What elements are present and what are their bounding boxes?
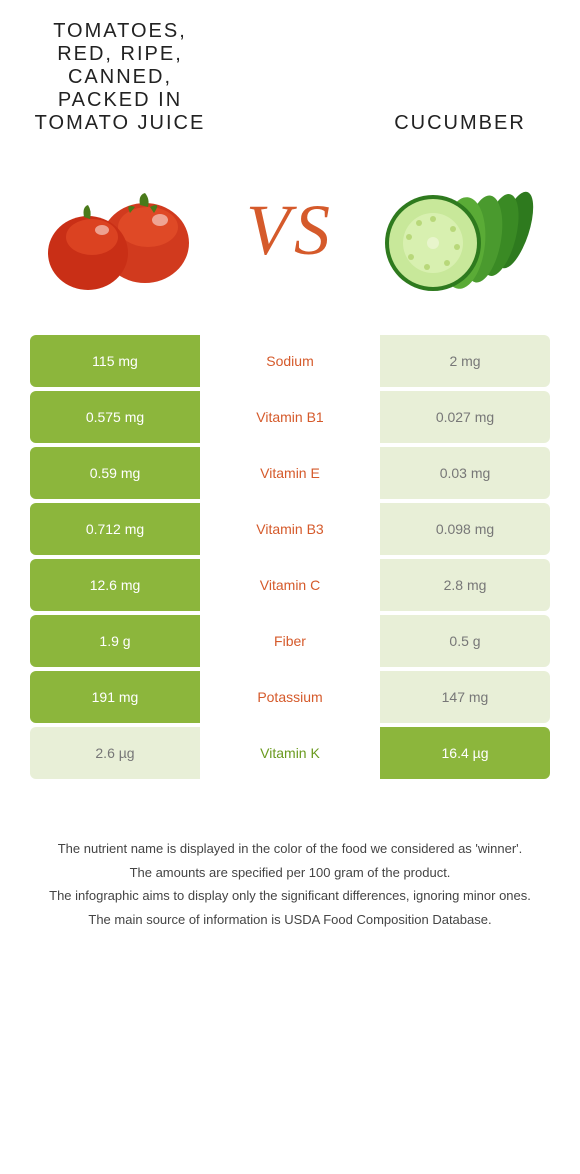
nutrient-name-cell: Fiber [204, 615, 376, 667]
nutrient-row: 1.9 gFiber0.5 g [30, 615, 550, 667]
nutrient-name-cell: Potassium [204, 671, 376, 723]
right-value-cell: 0.5 g [380, 615, 550, 667]
left-value-cell: 1.9 g [30, 615, 200, 667]
nutrient-name-cell: Vitamin K [204, 727, 376, 779]
left-value-cell: 2.6 µg [30, 727, 200, 779]
right-value-cell: 0.098 mg [380, 503, 550, 555]
nutrient-name-cell: Vitamin E [204, 447, 376, 499]
right-value-cell: 147 mg [380, 671, 550, 723]
nutrient-row: 2.6 µgVitamin K16.4 µg [30, 727, 550, 779]
nutrient-row: 0.712 mgVitamin B30.098 mg [30, 503, 550, 555]
footnote-line: The main source of information is USDA F… [30, 910, 550, 930]
right-value-cell: 0.027 mg [380, 391, 550, 443]
tomato-image [30, 165, 205, 295]
vs-label: VS [246, 189, 334, 272]
nutrient-table: 115 mgSodium2 mg0.575 mgVitamin B10.027 … [30, 335, 550, 779]
left-value-cell: 0.575 mg [30, 391, 200, 443]
nutrient-row: 115 mgSodium2 mg [30, 335, 550, 387]
cucumber-image [375, 165, 550, 295]
nutrient-row: 12.6 mgVitamin C2.8 mg [30, 559, 550, 611]
infographic-wrap: TOMATOES, RED, RIPE, CANNED, PACKED IN T… [0, 0, 580, 963]
nutrient-row: 191 mgPotassium147 mg [30, 671, 550, 723]
images-row: VS [30, 165, 550, 295]
left-value-cell: 0.59 mg [30, 447, 200, 499]
nutrient-row: 0.59 mgVitamin E0.03 mg [30, 447, 550, 499]
right-value-cell: 2 mg [380, 335, 550, 387]
left-value-cell: 191 mg [30, 671, 200, 723]
footnotes: The nutrient name is displayed in the co… [30, 839, 550, 929]
left-value-cell: 12.6 mg [30, 559, 200, 611]
left-food-title: TOMATOES, RED, RIPE, CANNED, PACKED IN T… [30, 20, 210, 135]
left-value-cell: 0.712 mg [30, 503, 200, 555]
nutrient-name-cell: Sodium [204, 335, 376, 387]
nutrient-name-cell: Vitamin B3 [204, 503, 376, 555]
right-food-title: CUCUMBER [370, 112, 550, 135]
footnote-line: The nutrient name is displayed in the co… [30, 839, 550, 859]
right-value-cell: 16.4 µg [380, 727, 550, 779]
right-value-cell: 2.8 mg [380, 559, 550, 611]
left-value-cell: 115 mg [30, 335, 200, 387]
footnote-line: The amounts are specified per 100 gram o… [30, 863, 550, 883]
right-value-cell: 0.03 mg [380, 447, 550, 499]
header-row: TOMATOES, RED, RIPE, CANNED, PACKED IN T… [30, 20, 550, 135]
footnote-line: The infographic aims to display only the… [30, 886, 550, 906]
nutrient-name-cell: Vitamin B1 [204, 391, 376, 443]
nutrient-name-cell: Vitamin C [204, 559, 376, 611]
nutrient-row: 0.575 mgVitamin B10.027 mg [30, 391, 550, 443]
